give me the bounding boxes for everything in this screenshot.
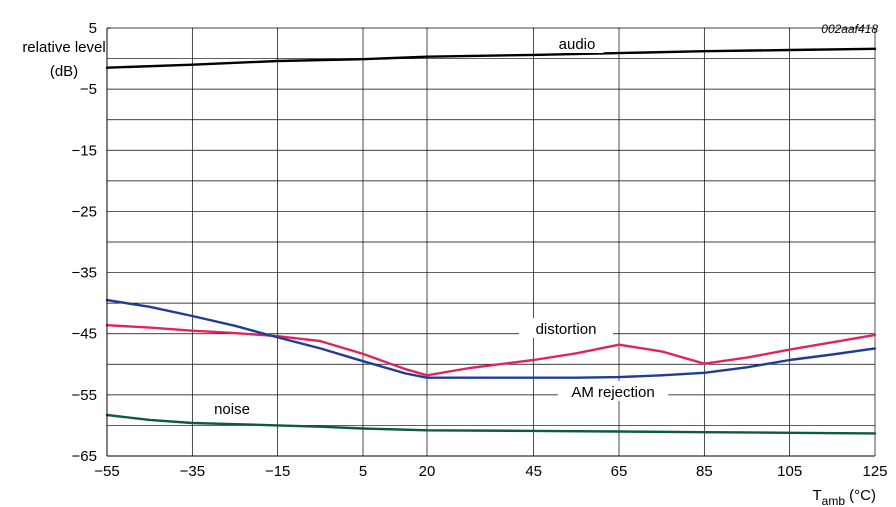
annotation-am_rejection: AM rejection <box>571 384 654 401</box>
y-tick-label: −15 <box>72 142 97 159</box>
figure-code: 002aaf418 <box>821 22 878 36</box>
series-line-distortion <box>105 324 877 377</box>
axes: 5−5−15−25−35−45−55−65−55 −35 −15 5 20 45 65 85 1… <box>72 20 888 480</box>
annotations: audio distortion AM rejection noise <box>205 33 669 418</box>
x-tick-label: −55 <box>94 463 119 480</box>
x-tick-label: 20 <box>419 463 436 480</box>
annotation-distortion: distortion <box>536 321 597 338</box>
annotation-bg-noise <box>205 398 259 418</box>
x-tick-label: 5 <box>359 463 367 480</box>
annotation-bg-am_rejection <box>557 381 669 401</box>
y-tick-label: −45 <box>72 326 97 343</box>
x-tick-label: 85 <box>696 463 713 480</box>
x-axis-label: Tamb (°C) <box>812 487 876 507</box>
x-tick-label: 65 <box>611 463 628 480</box>
y-tick-label: −55 <box>72 387 97 404</box>
y-axis-label-line2: (dB) <box>50 63 78 80</box>
series-line-am_rejection <box>105 298 877 379</box>
annotation-bg-distortion <box>519 318 613 338</box>
y-axis-label-line1: relative level <box>22 39 105 56</box>
series-lines <box>105 47 877 435</box>
y-tick-label: −5 <box>80 81 97 98</box>
x-tick-label: −15 <box>265 463 290 480</box>
y-tick-label: −35 <box>72 265 97 282</box>
annotation-noise: noise <box>214 401 250 418</box>
x-tick-label: 45 <box>525 463 542 480</box>
x-tick-label: 105 <box>777 463 802 480</box>
y-tick-label: −65 <box>72 448 97 465</box>
grid <box>106 27 876 457</box>
x-tick-label: −35 <box>180 463 205 480</box>
annotation-bg-audio <box>550 33 604 53</box>
y-tick-label: 5 <box>89 20 97 37</box>
annotation-audio: audio <box>559 36 596 53</box>
series-line-audio <box>105 47 877 69</box>
y-tick-label: −25 <box>72 203 97 220</box>
series-line-noise <box>105 413 877 435</box>
x-tick-label: 125 <box>862 463 887 480</box>
